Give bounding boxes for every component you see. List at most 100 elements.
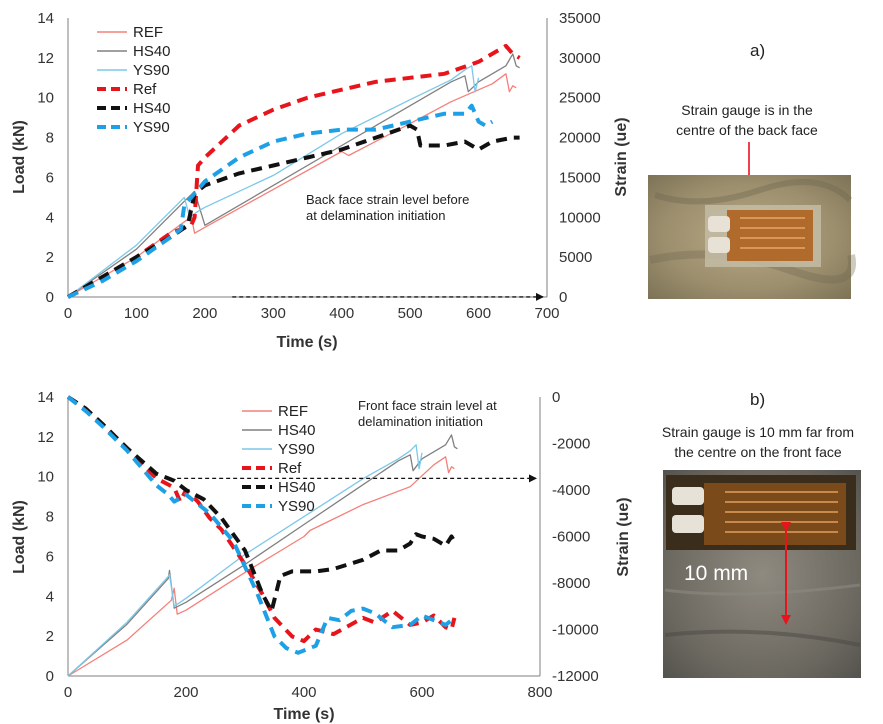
chart-panel-a: 0 100 200 300 400 500 600 700 0 2 4 6 8 10 12 14 0 5000… bbox=[11, 10, 856, 351]
scale-label-b: 10 mm bbox=[684, 562, 748, 585]
y-tick-label: 8 bbox=[46, 130, 54, 147]
series-line-hs40-strain bbox=[66, 395, 457, 613]
x-tick-labels-a: 0 100 200 300 400 500 600 700 bbox=[64, 305, 560, 322]
x-tick-labels-b: 0 200 400 600 800 bbox=[64, 684, 553, 701]
series-line-ys90-strain bbox=[67, 103, 494, 299]
series-group-a bbox=[66, 43, 521, 299]
x-tick-label: 400 bbox=[291, 684, 316, 701]
photo-caption-b-line-1: Strain gauge is 10 mm far from bbox=[662, 424, 854, 440]
y-tick-label: 10 bbox=[37, 469, 54, 486]
legend-label: YS90 bbox=[133, 119, 170, 136]
series-line-ys90-load bbox=[67, 444, 423, 677]
strain-gauge-photo-a bbox=[648, 175, 856, 299]
y2-tick-label: 30000 bbox=[559, 50, 601, 67]
y2-tick-label: -12000 bbox=[552, 668, 599, 685]
panel-label-b: b) bbox=[750, 390, 765, 409]
y2-tick-label: -10000 bbox=[552, 622, 599, 639]
series-line-ref-strain bbox=[66, 395, 457, 644]
annotation-line-2-b: delamination initiation bbox=[358, 414, 483, 429]
y2-tick-label: 10000 bbox=[559, 209, 601, 226]
series-line-ref-strain bbox=[66, 43, 521, 299]
series-line-hs40-load bbox=[67, 434, 458, 677]
y2-tick-labels-b: 0 -2000 -4000 -6000 -8000 -10000 -12000 bbox=[552, 389, 599, 685]
legend-label: HS40 bbox=[278, 479, 316, 496]
strain-gauge-photo-b: 10 mm bbox=[663, 470, 861, 678]
x-tick-label: 200 bbox=[173, 684, 198, 701]
x-axis-title-a: Time (s) bbox=[276, 334, 337, 351]
y-tick-label: 0 bbox=[46, 668, 54, 685]
legend-label: REF bbox=[278, 403, 308, 420]
y2-tick-labels-a: 0 5000 10000 15000 20000 25000 30000 35000 bbox=[559, 10, 601, 306]
x-tick-label: 700 bbox=[534, 305, 559, 322]
y-tick-label: 4 bbox=[46, 209, 54, 226]
y-tick-label: 12 bbox=[37, 50, 54, 67]
x-tick-label: 200 bbox=[192, 305, 217, 322]
y-tick-labels-b: 0 2 4 6 8 10 12 14 bbox=[37, 389, 54, 685]
legend-label: REF bbox=[133, 24, 163, 41]
annotation-a: Back face strain level before at delamin… bbox=[232, 192, 544, 301]
y2-tick-label: 20000 bbox=[559, 130, 601, 147]
y-tick-label: 6 bbox=[46, 548, 54, 565]
legend-a: REF HS40 YS90 Ref HS40 YS90 bbox=[97, 24, 171, 136]
x-tick-label: 100 bbox=[124, 305, 149, 322]
x-tick-label: 500 bbox=[398, 305, 423, 322]
legend-label: Ref bbox=[133, 81, 157, 98]
panel-label-a: a) bbox=[750, 41, 765, 60]
x-tick-label: 600 bbox=[409, 684, 434, 701]
y2-tick-label: 15000 bbox=[559, 169, 601, 186]
y-tick-labels-a: 0 2 4 6 8 10 12 14 bbox=[37, 10, 54, 306]
y2-tick-label: -2000 bbox=[552, 436, 590, 453]
series-line-ys90-strain bbox=[66, 395, 453, 655]
photo-caption-a-line-1: Strain gauge is in the bbox=[681, 102, 813, 118]
y-axis-title-a: Load (kN) bbox=[11, 120, 28, 194]
annotation-b: Front face strain level at delamination … bbox=[177, 398, 537, 483]
y-tick-label: 10 bbox=[37, 90, 54, 107]
series-line-hs40-strain bbox=[66, 123, 520, 299]
y-axis-title-b: Load (kN) bbox=[11, 500, 28, 574]
series-group-b bbox=[66, 395, 458, 677]
x-tick-label: 800 bbox=[527, 684, 552, 701]
y2-tick-label: 0 bbox=[552, 389, 560, 406]
annotation-line-2-a: at delamination initiation bbox=[306, 208, 445, 223]
y-tick-label: 14 bbox=[37, 389, 54, 406]
annotation-line-1-b: Front face strain level at bbox=[358, 398, 497, 413]
annotation-line-1-a: Back face strain level before bbox=[306, 192, 469, 207]
x-tick-label: 0 bbox=[64, 305, 72, 322]
y-tick-label: 0 bbox=[46, 289, 54, 306]
y2-tick-label: -8000 bbox=[552, 575, 590, 592]
legend-label: YS90 bbox=[278, 441, 315, 458]
y2-tick-label: 5000 bbox=[559, 249, 592, 266]
y-tick-label: 8 bbox=[46, 509, 54, 526]
series-line-ref-load bbox=[67, 456, 455, 677]
y-tick-label: 2 bbox=[46, 628, 54, 645]
y2-axis-title-b: Strain (ue) bbox=[615, 497, 632, 576]
plot-area-b bbox=[67, 397, 541, 677]
legend-label: YS90 bbox=[278, 498, 315, 515]
y-tick-label: 14 bbox=[37, 10, 54, 27]
legend-label: HS40 bbox=[133, 43, 171, 60]
legend-label: Ref bbox=[278, 460, 302, 477]
series-line-ys90-load bbox=[67, 65, 480, 298]
y2-tick-label: 35000 bbox=[559, 10, 601, 27]
photo-caption-a-line-2: centre of the back face bbox=[676, 122, 818, 138]
y-tick-label: 2 bbox=[46, 249, 54, 266]
legend-label: HS40 bbox=[133, 100, 171, 117]
y-tick-label: 12 bbox=[37, 429, 54, 446]
legend-b: REF HS40 YS90 Ref HS40 YS90 bbox=[242, 403, 316, 515]
x-tick-label: 600 bbox=[466, 305, 491, 322]
x-tick-label: 300 bbox=[261, 305, 286, 322]
x-axis-title-b: Time (s) bbox=[273, 706, 334, 723]
x-tick-label: 400 bbox=[329, 305, 354, 322]
y2-tick-label: 0 bbox=[559, 289, 567, 306]
chart-panel-b: 0 200 400 600 800 0 2 4 6 8 10 12 14 0 -2000 -4000 -60… bbox=[11, 389, 861, 723]
y2-tick-label: -4000 bbox=[552, 482, 590, 499]
legend-label: YS90 bbox=[133, 62, 170, 79]
y2-tick-label: -6000 bbox=[552, 529, 590, 546]
y2-axis-title-a: Strain (ue) bbox=[613, 117, 630, 196]
series-line-hs40-load bbox=[67, 53, 520, 298]
legend-label: HS40 bbox=[278, 422, 316, 439]
x-tick-label: 0 bbox=[64, 684, 72, 701]
y2-tick-label: 25000 bbox=[559, 90, 601, 107]
photo-caption-b-line-2: the centre on the front face bbox=[674, 444, 842, 460]
